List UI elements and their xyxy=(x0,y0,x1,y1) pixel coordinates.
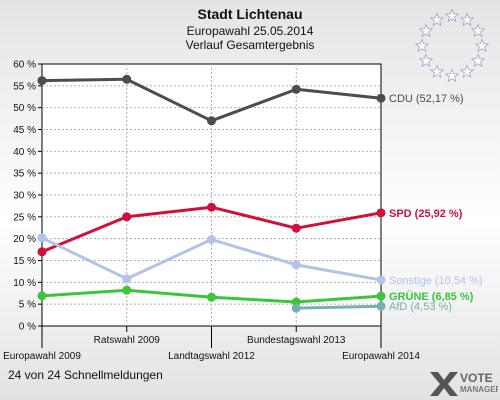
y-tick-label: 5 % xyxy=(19,300,36,311)
star-icon xyxy=(429,64,445,79)
y-tick-label: 60 % xyxy=(13,60,36,71)
data-point xyxy=(207,116,216,126)
chart-subtitle: Europawahl 25.05.2014 xyxy=(186,24,314,38)
series-label-sonstige: Sonstige (10,54 %) xyxy=(389,275,483,287)
y-tick-label: 0 % xyxy=(19,322,36,333)
y-tick-label: 50 % xyxy=(13,103,36,114)
y-tick-label: 35 % xyxy=(13,169,36,180)
star-icon xyxy=(429,12,445,27)
series-label-cdu: CDU (52,17 %) xyxy=(389,93,464,105)
data-point xyxy=(376,275,386,285)
data-point xyxy=(122,74,132,84)
star-icon xyxy=(414,38,430,53)
star-icon xyxy=(418,53,434,68)
x-tick-label: Ratswahl 2009 xyxy=(94,335,161,346)
data-point xyxy=(291,84,301,94)
y-tick-label: 15 % xyxy=(13,256,36,267)
star-icon xyxy=(474,38,490,53)
data-point xyxy=(291,303,301,313)
data-point xyxy=(291,260,301,270)
eu-stars-icon xyxy=(414,8,490,83)
chart-title: Stadt Lichtenau xyxy=(197,6,303,22)
data-point xyxy=(376,208,386,218)
data-point xyxy=(207,235,216,245)
data-point xyxy=(37,233,47,243)
star-icon xyxy=(459,12,475,27)
y-tick-label: 30 % xyxy=(13,191,36,202)
series-label-spd: SPD (25,92 %) xyxy=(389,208,463,220)
logo-line2: MANAGER xyxy=(460,385,498,394)
data-point xyxy=(376,301,386,311)
star-icon xyxy=(459,64,475,79)
x-tick-label: Europawahl 2009 xyxy=(3,351,81,362)
data-point xyxy=(37,291,47,301)
y-tick-label: 45 % xyxy=(13,125,36,136)
footer-text: 24 von 24 Schnellmeldungen xyxy=(8,368,163,382)
y-tick-label: 10 % xyxy=(13,278,36,289)
star-icon xyxy=(470,23,486,38)
data-point xyxy=(291,223,301,233)
chart-subtitle-2: Verlauf Gesamtergebnis xyxy=(185,38,315,52)
logo-line1: VOTE xyxy=(460,371,493,385)
y-tick-label: 55 % xyxy=(13,81,36,92)
star-icon xyxy=(470,53,486,68)
data-point xyxy=(207,292,216,302)
x-tick-label: Landtagswahl 2012 xyxy=(168,351,255,362)
data-point xyxy=(376,93,386,103)
data-point xyxy=(207,202,216,212)
series-label-grüne: GRÜNE (6,85 %) xyxy=(389,290,474,303)
data-point xyxy=(376,291,386,301)
x-tick-label: Europawahl 2014 xyxy=(342,351,420,362)
data-point xyxy=(122,212,132,222)
series-label-afd: AfD (4,53 %) xyxy=(389,301,452,313)
star-icon xyxy=(444,68,460,83)
y-tick-label: 40 % xyxy=(13,147,36,158)
y-tick-label: 25 % xyxy=(13,212,36,223)
star-icon xyxy=(418,23,434,38)
vote-manager-logo: VOTE MANAGER xyxy=(430,371,498,396)
x-tick-label: Bundestagswahl 2013 xyxy=(247,335,346,346)
data-point xyxy=(122,285,132,295)
data-point xyxy=(122,274,132,284)
series-line-afd xyxy=(296,304,382,310)
data-point xyxy=(37,76,47,86)
star-icon xyxy=(444,8,460,23)
data-point xyxy=(37,247,47,257)
y-tick-label: 20 % xyxy=(13,234,36,245)
